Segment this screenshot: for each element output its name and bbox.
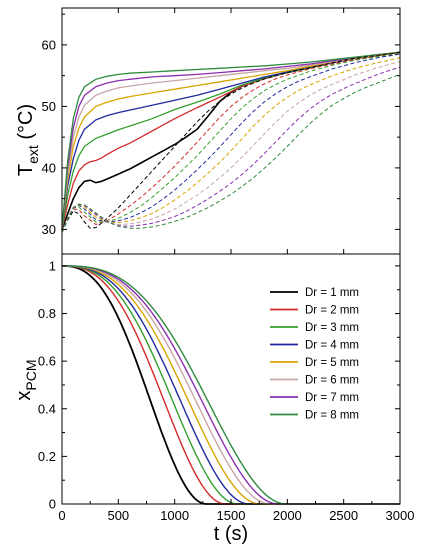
bottom-ytick-label: 0.2 — [38, 449, 56, 464]
top-series-lines — [61, 51, 401, 233]
bottom-ytick-label: 1 — [49, 258, 56, 273]
legend-label-6mm: Dr = 6 mm — [305, 375, 359, 387]
top-line-solid-6mm — [61, 51, 401, 230]
top-line-solid-8mm — [61, 51, 401, 230]
legend: Dr = 1 mm Dr = 2 mm Dr = 3 mm Dr = 4 mm Dr =… — [270, 287, 359, 422]
top-ylabel-sub: ext — [25, 145, 41, 164]
bottom-xtick-label: 0 — [58, 508, 65, 523]
top-ytick-label: 40 — [42, 160, 56, 175]
top-line-dashed-3mm — [61, 53, 401, 233]
top-line-solid-5mm — [61, 51, 401, 230]
legend-label-7mm: Dr = 7 mm — [305, 392, 359, 404]
bottom-ylabel-sub: PCM — [23, 359, 39, 390]
top-panel-temperature: 30 40 50 60 Text (°C) — [15, 7, 401, 255]
bottom-xtick-label: 2000 — [273, 508, 302, 523]
legend-label-1mm: Dr = 1 mm — [305, 287, 359, 299]
legend-label-2mm: Dr = 2 mm — [305, 305, 359, 317]
bottom-xtick-label: 3000 — [386, 508, 415, 523]
top-line-dashed-4mm — [61, 53, 401, 233]
top-ytick-label: 30 — [42, 222, 56, 237]
legend-label-3mm: Dr = 3 mm — [305, 322, 359, 334]
bottom-ytick-label: 0 — [49, 497, 56, 512]
top-line-dashed-7mm — [61, 66, 401, 233]
bottom-plot-frame — [61, 253, 401, 505]
bottom-y-axis-label: xPCM — [13, 359, 39, 400]
bottom-panel-pcm-fraction: 0 0.2 0.4 0.6 0.8 1 0 500 1000 1500 2000 2500 3000 x… — [13, 253, 415, 545]
top-line-dashed-1mm — [61, 51, 401, 233]
top-line-dashed-8mm — [61, 73, 401, 233]
legend-label-4mm: Dr = 4 mm — [305, 340, 359, 352]
bottom-xtick-label: 2500 — [329, 508, 358, 523]
top-line-dashed-2mm — [61, 52, 401, 233]
bottom-ytick-label: 0.8 — [38, 306, 56, 321]
top-ylabel-units: (°C) — [15, 104, 37, 140]
bottom-ylabel-main: x — [13, 391, 35, 401]
top-y-axis-label: Text (°C) — [15, 104, 41, 176]
top-line-dashed-6mm — [61, 61, 401, 233]
bottom-ytick-label: 0.4 — [38, 401, 56, 416]
bottom-xtick-label: 500 — [107, 508, 129, 523]
top-ylabel-main: T — [15, 164, 37, 176]
bottom-axis-ticks: 0 0.2 0.4 0.6 0.8 1 0 500 1000 1500 2000 2500 3000 — [38, 258, 415, 523]
bottom-x-axis-label: t (s) — [214, 523, 248, 545]
top-ytick-label: 60 — [42, 37, 56, 52]
legend-label-5mm: Dr = 5 mm — [305, 357, 359, 369]
top-line-solid-7mm — [61, 51, 401, 230]
legend-label-8mm: Dr = 8 mm — [305, 410, 359, 422]
bottom-xtick-label: 1500 — [217, 508, 246, 523]
top-ytick-label: 50 — [42, 99, 56, 114]
bottom-xtick-label: 1000 — [160, 508, 189, 523]
bottom-ytick-label: 0.6 — [38, 354, 56, 369]
